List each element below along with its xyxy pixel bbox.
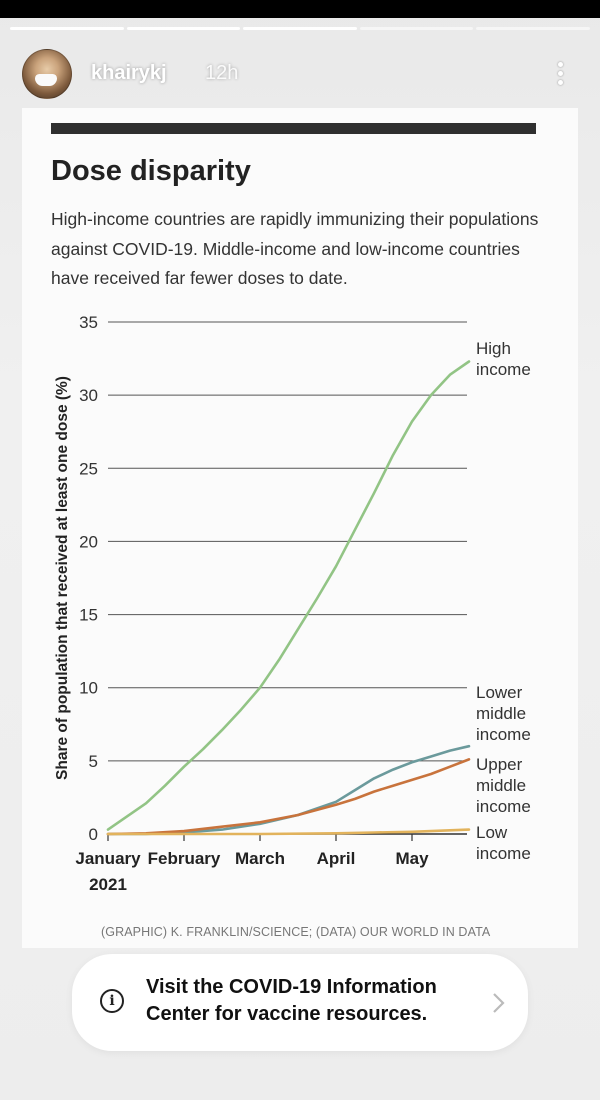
chart-card xyxy=(22,108,578,948)
y-tick-label: 0 xyxy=(89,825,98,844)
y-axis-label: Share of population that received at lea… xyxy=(54,376,71,780)
info-banner[interactable]: i Visit the COVID-19 Information Center … xyxy=(72,954,528,1051)
series-line-low-income xyxy=(106,828,471,836)
info-banner-text: Visit the COVID-19 Information Center fo… xyxy=(146,976,437,1025)
series-label-lower-middle-income: Lower xyxy=(476,683,523,702)
x-tick-label: February xyxy=(148,849,221,868)
y-tick-label: 30 xyxy=(79,386,98,405)
series-label-upper-middle-income: income xyxy=(476,797,531,816)
series-label-upper-middle-income: Upper xyxy=(476,755,523,774)
progress-segment xyxy=(476,27,590,30)
y-tick-label: 20 xyxy=(79,532,98,551)
x-tick-label: March xyxy=(235,849,285,868)
header-rule xyxy=(51,123,536,134)
series-label-high-income: High xyxy=(476,339,511,358)
series-label-high-income: income xyxy=(476,360,531,379)
x-tick-label: January xyxy=(75,849,141,868)
y-tick-label: 25 xyxy=(79,459,98,478)
series-label-low-income: Low xyxy=(476,823,508,842)
progress-segment xyxy=(359,27,474,30)
y-tick-label: 35 xyxy=(79,313,98,332)
series-line-lower-middle-income xyxy=(106,744,471,836)
chart-title: Dose disparity xyxy=(51,155,251,187)
chart-credit: (GRAPHIC) K. FRANKLIN/SCIENCE; (DATA) OU… xyxy=(101,925,491,939)
x-tick-label: April xyxy=(317,849,356,868)
series-label-lower-middle-income: income xyxy=(476,725,531,744)
progress-segment xyxy=(243,27,357,30)
y-tick-label: 15 xyxy=(79,606,98,625)
series-line-upper-middle-income xyxy=(106,758,471,836)
series-label-lower-middle-income: middle xyxy=(476,704,526,723)
y-tick-label: 10 xyxy=(79,679,98,698)
progress-segment xyxy=(10,27,124,30)
timestamp: 12h xyxy=(205,62,239,84)
series-line-high-income xyxy=(106,360,471,831)
x-tick-label: 2021 xyxy=(89,875,127,894)
username[interactable]: khairykj xyxy=(91,62,167,84)
story-header: khairykj 12h xyxy=(0,42,600,102)
status-bar xyxy=(0,0,600,18)
avatar[interactable] xyxy=(22,49,72,99)
progress-segment xyxy=(126,27,241,30)
more-vert-icon[interactable] xyxy=(550,58,570,90)
series-label-low-income: income xyxy=(476,844,531,863)
x-tick-label: May xyxy=(395,849,429,868)
chart-subtitle: High-income countries are rapidly immuni… xyxy=(51,209,539,288)
info-icon: i xyxy=(100,989,124,1013)
series-label-upper-middle-income: middle xyxy=(476,776,526,795)
y-tick-label: 5 xyxy=(89,752,98,771)
story-progress-bar xyxy=(10,27,590,30)
chevron-right-icon[interactable] xyxy=(486,988,510,1018)
